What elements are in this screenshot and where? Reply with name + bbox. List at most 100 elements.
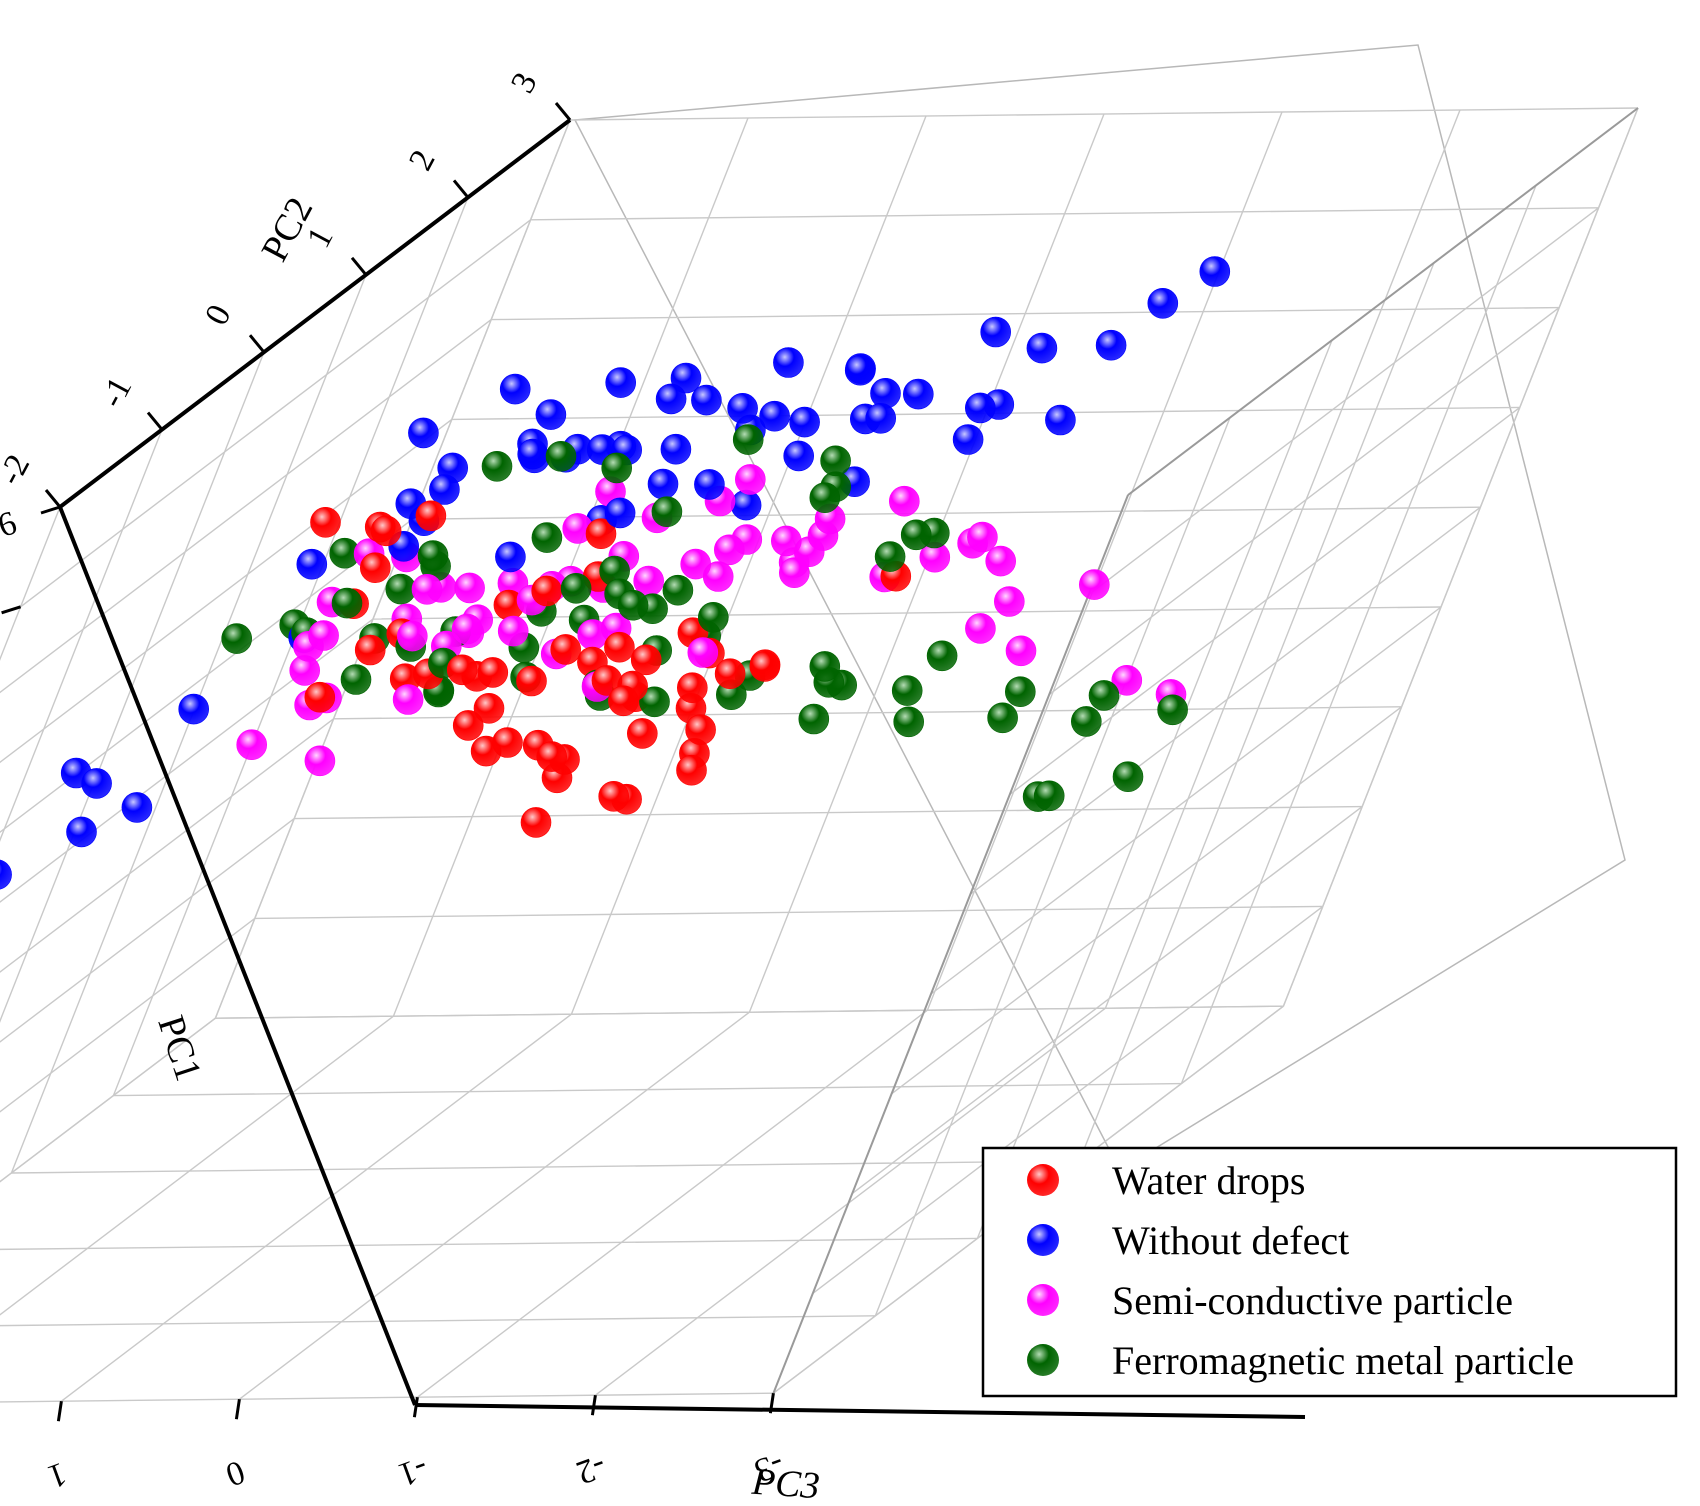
grid-right-pc2 bbox=[1282, 107, 1639, 1007]
pc2-tick-2-mark bbox=[452, 179, 470, 199]
point-ferromagnetic-metal-particle bbox=[926, 640, 958, 672]
point-ferromagnetic-metal-particle bbox=[639, 686, 670, 718]
grid-right-pc1 bbox=[851, 806, 1363, 1195]
grid-left-pc1 bbox=[20, 219, 532, 608]
point-ferromagnetic-metal-particle bbox=[732, 424, 764, 455]
grid-right-pc2 bbox=[1078, 262, 1435, 1162]
grid-right-pc1 bbox=[812, 905, 1324, 1294]
point-semi-conductive-particle bbox=[687, 637, 719, 668]
point-water-drops bbox=[591, 665, 623, 696]
point-ferromagnetic-metal-particle bbox=[617, 589, 649, 621]
pc3-tick-1-mark bbox=[56, 1400, 63, 1422]
pc2-tick-minus1-mark bbox=[146, 411, 164, 431]
pc3-tick-minus2-label: -2 bbox=[572, 1447, 611, 1491]
point-water-drops bbox=[626, 718, 658, 749]
grid-back-pc1 bbox=[294, 805, 1363, 820]
point-without-defect bbox=[727, 392, 758, 424]
grid-floor-pc2 bbox=[0, 1392, 774, 1403]
point-ferromagnetic-metal-particle bbox=[221, 623, 252, 654]
point-semi-conductive-particle bbox=[304, 745, 336, 777]
pc2-tick-minus1-label: -1 bbox=[93, 371, 139, 413]
legend-item-ferromagnetic: Ferromagnetic metal particle bbox=[1027, 1338, 1574, 1383]
point-ferromagnetic-metal-particle bbox=[987, 702, 1018, 734]
point-ferromagnetic-metal-particle bbox=[820, 445, 851, 477]
point-semi-conductive-particle bbox=[451, 613, 483, 645]
point-semi-conductive-particle bbox=[236, 729, 267, 761]
grid-floor-pc3 bbox=[594, 1007, 1106, 1396]
box-edge bbox=[1127, 107, 1639, 496]
grid-floor-pc2 bbox=[215, 1005, 1284, 1019]
pc3-tick-minus1-mark bbox=[412, 1396, 419, 1418]
grid-floor-pc3 bbox=[60, 1013, 572, 1402]
point-water-drops bbox=[310, 506, 341, 538]
legend-label-semi-conductive: Semi-conductive particle bbox=[1112, 1278, 1513, 1323]
pc3-axis-label: PC3 bbox=[750, 1461, 821, 1506]
point-ferromagnetic-metal-particle bbox=[697, 601, 729, 633]
point-without-defect bbox=[408, 417, 439, 449]
pc1-tick-5-mark bbox=[1, 605, 22, 615]
point-without-defect bbox=[605, 367, 637, 398]
point-without-defect bbox=[980, 316, 1012, 348]
pc3-tick-1-label: 1 bbox=[43, 1455, 72, 1496]
point-water-drops bbox=[452, 710, 484, 741]
point-ferromagnetic-metal-particle bbox=[809, 482, 841, 514]
grid-floor-pc2 bbox=[113, 1082, 1182, 1097]
point-ferromagnetic-metal-particle bbox=[545, 440, 577, 472]
pc1-axis-label: PC1 bbox=[149, 1011, 209, 1086]
grid-left-pc2 bbox=[0, 351, 265, 1023]
point-without-defect bbox=[121, 792, 153, 823]
point-semi-conductive-particle bbox=[1111, 664, 1143, 696]
grid-right-pc2 bbox=[1180, 185, 1537, 1084]
point-ferromagnetic-metal-particle bbox=[531, 522, 563, 553]
point-water-drops bbox=[477, 657, 509, 688]
grid-right-pc2 bbox=[976, 339, 1333, 1239]
point-without-defect bbox=[1199, 256, 1231, 287]
point-semi-conductive-particle bbox=[985, 545, 1017, 577]
pc2-tick-0-label: 0 bbox=[198, 299, 239, 331]
point-semi-conductive-particle bbox=[308, 620, 339, 651]
point-semi-conductive-particle bbox=[396, 620, 428, 652]
point-without-defect bbox=[499, 373, 531, 405]
point-semi-conductive-particle bbox=[734, 464, 766, 495]
point-water-drops bbox=[516, 665, 547, 697]
pc1-axis-line bbox=[58, 506, 417, 1406]
grid-floor-pc2 bbox=[0, 1237, 978, 1251]
point-water-drops bbox=[604, 631, 635, 663]
point-semi-conductive-particle bbox=[713, 534, 745, 566]
pc2-tick-3-label: 3 bbox=[504, 67, 545, 99]
point-water-drops bbox=[370, 515, 402, 547]
point-semi-conductive-particle bbox=[680, 548, 712, 580]
grid-back-pc1 bbox=[254, 905, 1323, 920]
legend-marker-semi-conductive bbox=[1027, 1284, 1059, 1316]
point-semi-conductive-particle bbox=[770, 525, 802, 557]
grid-back-pc3 bbox=[1104, 109, 1461, 1009]
point-without-defect bbox=[759, 400, 790, 432]
pc1-tick-6-label: 6 bbox=[0, 504, 21, 544]
point-ferromagnetic-metal-particle bbox=[1157, 694, 1188, 726]
point-water-drops bbox=[536, 741, 568, 772]
point-semi-conductive-particle bbox=[454, 572, 485, 604]
grid-floor-pc3 bbox=[238, 1011, 750, 1400]
point-water-drops bbox=[446, 654, 478, 686]
legend-marker-ferromagnetic bbox=[1027, 1344, 1059, 1376]
point-without-defect bbox=[604, 497, 636, 529]
legend-item-water-drops: Water drops bbox=[1027, 1158, 1305, 1203]
point-without-defect bbox=[0, 859, 12, 890]
point-water-drops bbox=[685, 714, 716, 746]
point-semi-conductive-particle bbox=[888, 485, 920, 517]
grid-right-pc1 bbox=[1088, 207, 1600, 596]
grid-left-pc2 bbox=[10, 274, 367, 1174]
grid-right-pc1 bbox=[1048, 307, 1560, 696]
grid-left-pc1 bbox=[0, 917, 256, 1113]
legend-label-without-defect: Without defect bbox=[1112, 1218, 1349, 1263]
point-semi-conductive-particle bbox=[497, 615, 529, 647]
grid-left-pc2 bbox=[0, 429, 163, 842]
point-semi-conductive-particle bbox=[392, 684, 424, 715]
point-water-drops bbox=[608, 685, 639, 717]
point-without-defect bbox=[517, 438, 549, 470]
pc3-tick-minus2-mark bbox=[590, 1394, 597, 1416]
point-without-defect bbox=[81, 768, 112, 799]
point-water-drops bbox=[676, 672, 708, 704]
point-water-drops bbox=[415, 500, 447, 532]
point-semi-conductive-particle bbox=[965, 613, 996, 644]
